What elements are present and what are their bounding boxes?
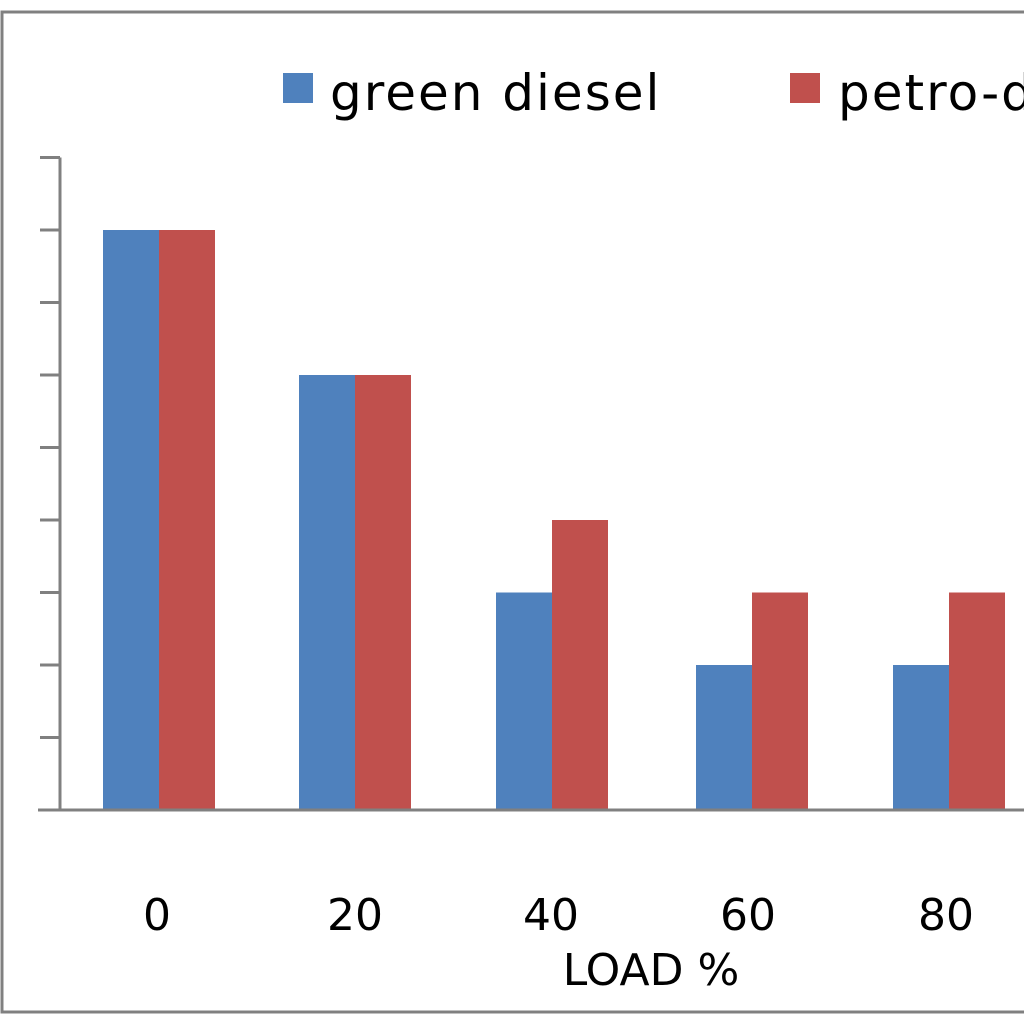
legend-label-petro-diesel: petro-diesel: [838, 64, 1024, 122]
legend-label-green-diesel: green diesel: [330, 64, 661, 122]
bar-petro-diesel-0: [159, 230, 215, 810]
legend: green diesel petro-diesel: [283, 64, 1024, 122]
bar-green-diesel-0: [103, 230, 159, 810]
bar-green-diesel-60: [696, 665, 752, 810]
chart-frame: [0, 10, 1024, 1014]
legend-swatch-petro-diesel: [790, 73, 820, 103]
x-tick-label: 60: [720, 890, 776, 941]
bar-petro-diesel-20: [355, 375, 411, 810]
bar-petro-diesel-40: [552, 520, 608, 810]
bar-green-diesel-20: [299, 375, 355, 810]
bar-group: [103, 230, 1005, 810]
x-tick-label: 0: [143, 890, 171, 941]
legend-swatch-green-diesel: [283, 73, 313, 103]
x-axis-title: LOAD %: [563, 945, 740, 996]
x-tick-labels: 0 20 40 60 80: [143, 890, 974, 941]
bar-petro-diesel-80: [949, 592, 1005, 810]
bar-green-diesel-80: [893, 665, 949, 810]
x-tick-label: 20: [327, 890, 383, 941]
x-tick-label: 40: [523, 890, 579, 941]
x-tick-label: 80: [918, 890, 974, 941]
axes: [38, 156, 1024, 812]
bar-green-diesel-40: [496, 592, 552, 810]
bar-petro-diesel-60: [752, 592, 808, 810]
